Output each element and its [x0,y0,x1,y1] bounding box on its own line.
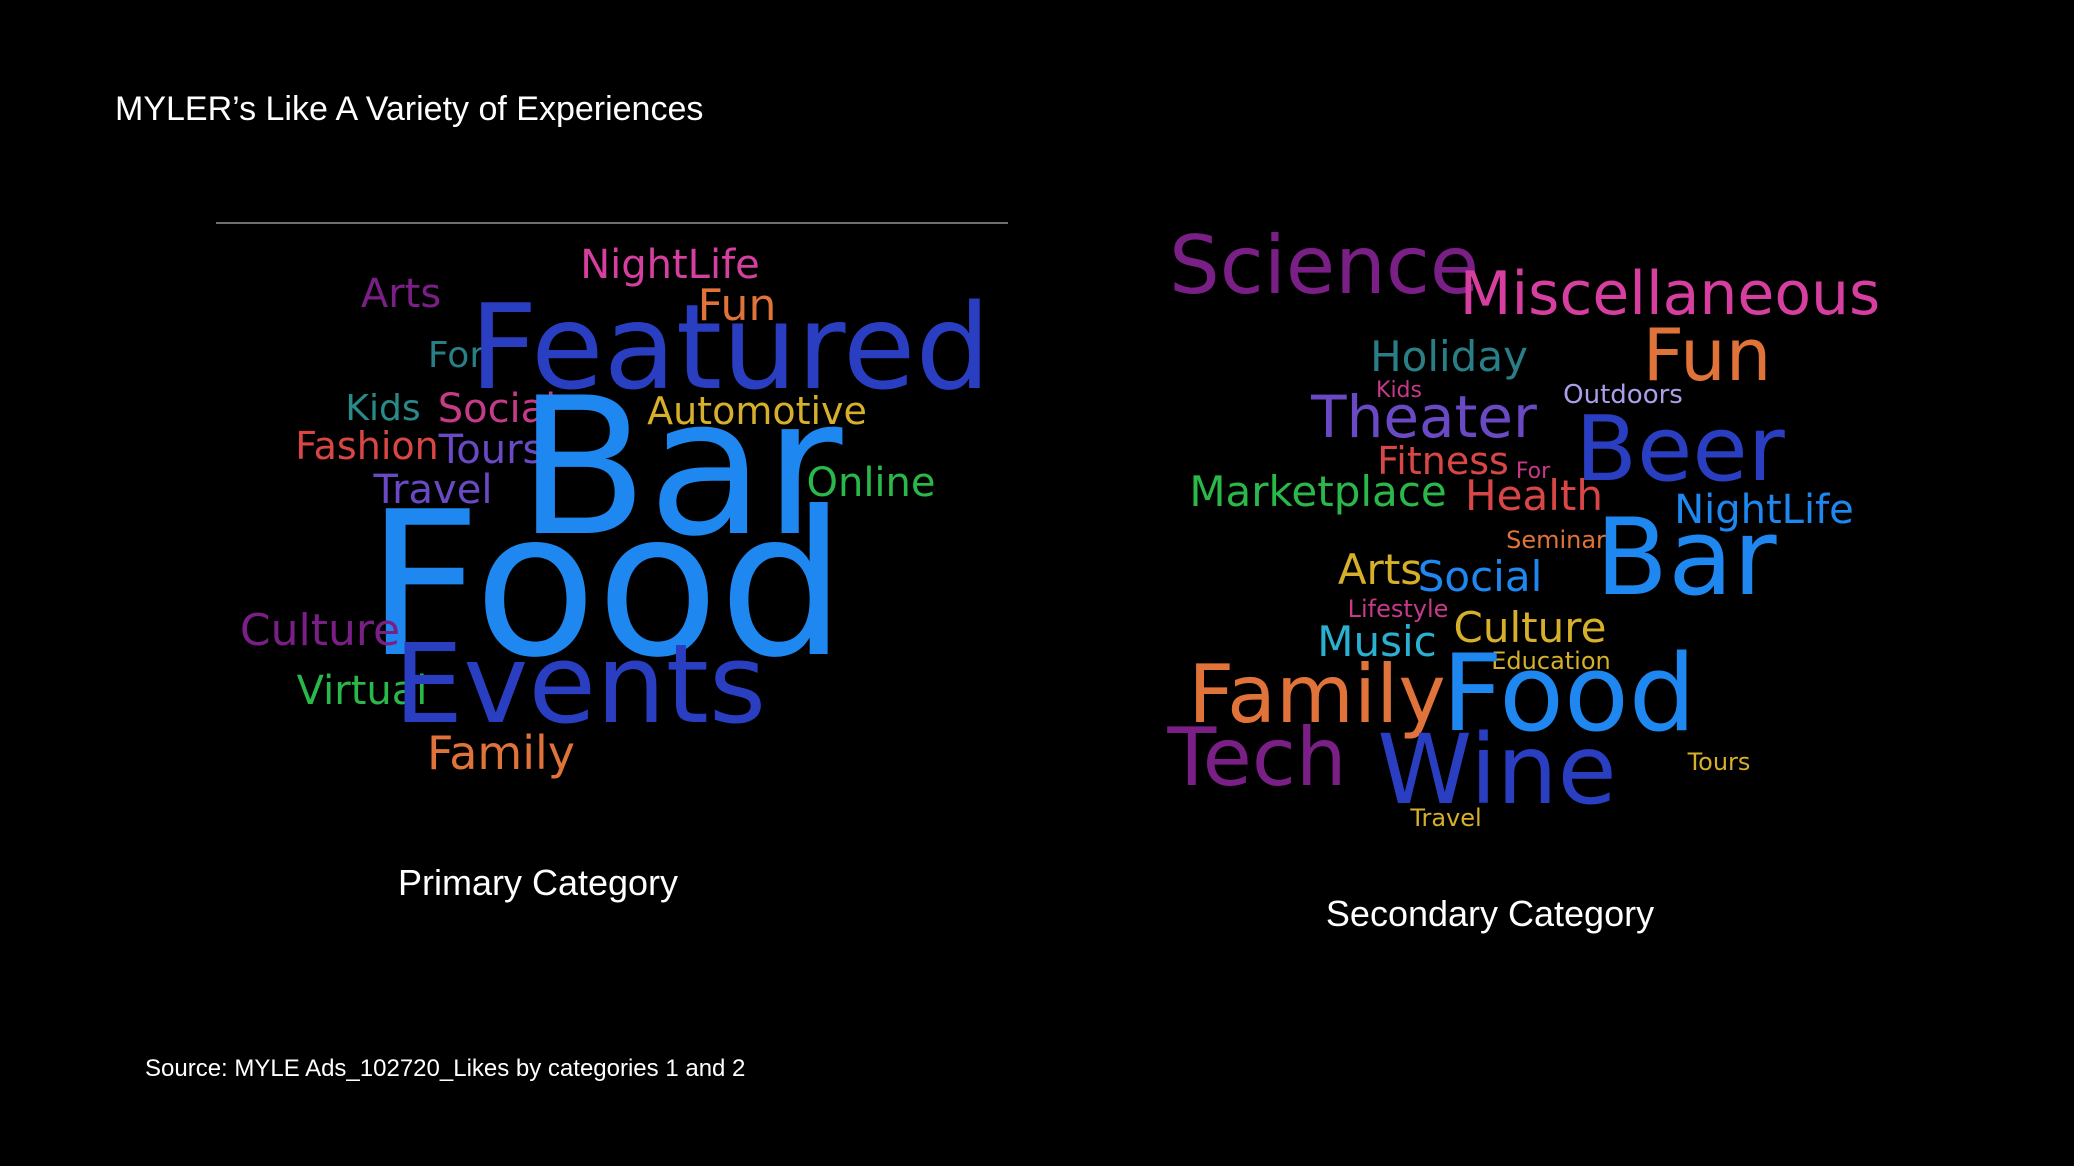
secondary-word-family: Family [1188,648,1446,741]
primary-word-bar: Bar [517,357,843,578]
primary-word-for: For [427,335,485,376]
primary-word-kids: Kids [345,388,421,429]
secondary-word-education: Education [1491,647,1611,675]
secondary-word-holiday: Holiday [1370,332,1528,381]
primary-word-arts: Arts [360,271,442,317]
primary-caption: Primary Category [397,862,679,903]
secondary-word-health: Health [1465,471,1603,520]
secondary-word-kids: Kids [1376,378,1422,403]
secondary-word-miscellaneous: Miscellaneous [1459,259,1881,329]
secondary-word-for: For [1515,459,1551,484]
primary-word-fashion: Fashion [295,424,439,468]
secondary-word-bar: Bar [1595,496,1777,619]
secondary-word-social: Social [1417,552,1543,601]
secondary-word-nightlife: NightLife [1674,487,1854,533]
secondary-word-tech: Tech [1167,711,1347,804]
secondary-word-tours: Tours [1687,748,1751,776]
primary-word-tours: Tours [438,427,544,473]
primary-word-family: Family [426,726,576,780]
secondary-word-fun: Fun [1642,313,1772,397]
secondary-word-science: Science [1168,219,1480,312]
secondary-word-travel: Travel [1410,804,1482,832]
secondary-word-arts: Arts [1337,545,1423,594]
primary-word-social: Social [437,386,557,432]
secondary-word-theater: Theater [1311,383,1537,451]
secondary-word-food: Food [1441,632,1697,755]
primary-word-travel: Travel [373,467,493,513]
primary-word-featured: Featured [469,278,991,416]
source-note: Source: MYLE Ads_102720_Likes by categor… [145,1055,746,1082]
primary-word-nightlife: NightLife [580,242,760,288]
primary-word-food: Food [366,469,846,702]
divider-line [216,222,1008,224]
primary-word-online: Online [806,460,936,506]
secondary-word-wine: Wine [1377,714,1617,826]
secondary-word-fitness: Fitness [1377,439,1509,483]
primary-word-fun: Fun [697,280,777,331]
secondary-caption: Secondary Category [1325,893,1655,934]
secondary-word-marketplace: Marketplace [1189,467,1447,516]
primary-word-culture: Culture [239,605,401,656]
secondary-word-music: Music [1317,617,1437,666]
secondary-word-culture: Culture [1453,603,1607,652]
secondary-word-seminar: Seminar [1506,526,1606,554]
secondary-word-beer: Beer [1575,397,1785,502]
secondary-word-lifestyle: Lifestyle [1347,595,1449,623]
secondary-word-outdoors: Outdoors [1563,380,1683,410]
primary-word-virtual: Virtual [296,668,428,714]
slide-title: MYLER’s Like A Variety of Experiences [115,90,704,128]
primary-word-events: Events [393,620,767,748]
primary-word-automotive: Automotive [647,389,867,433]
